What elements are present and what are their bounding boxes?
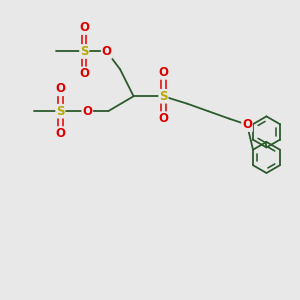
Text: O: O	[79, 21, 89, 34]
Text: O: O	[158, 112, 168, 125]
Text: O: O	[79, 68, 89, 80]
Text: O: O	[56, 127, 65, 140]
Text: O: O	[158, 66, 168, 79]
Text: O: O	[102, 45, 112, 58]
Text: S: S	[159, 90, 168, 103]
Text: O: O	[82, 105, 92, 118]
Text: O: O	[242, 118, 252, 131]
Text: S: S	[56, 105, 65, 118]
Text: O: O	[56, 82, 65, 95]
Text: S: S	[80, 45, 88, 58]
